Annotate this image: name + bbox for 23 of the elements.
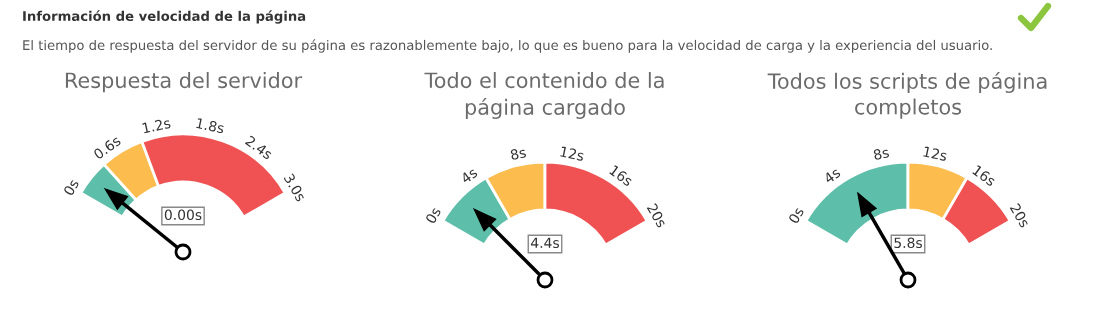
text: 4s <box>460 167 479 185</box>
text: 0s <box>424 206 442 225</box>
chart-title: Respuesta del servidor <box>65 72 303 93</box>
text: 5.8s <box>894 237 922 249</box>
text: 0.6s <box>92 134 122 160</box>
text: 8s <box>510 146 527 161</box>
text: 0s <box>787 206 805 225</box>
text: El tiempo de respuesta del servidor de su página es razonablemente bajo, lo que es bueno para la velocidad de carga y la experiencia del usuario. <box>23 39 992 53</box>
text: 4s <box>823 167 842 185</box>
text: 16s <box>609 164 634 187</box>
text: 12s <box>923 146 948 162</box>
chart-title: Todo el contenido de la página cargado <box>424 72 664 119</box>
text: 12s <box>560 146 585 162</box>
text: 1.2s <box>142 117 171 134</box>
text: 4.4s <box>531 237 559 249</box>
text: 2.4s <box>244 135 274 160</box>
text: 0.00s <box>164 209 202 221</box>
text: 1.8s <box>195 117 225 134</box>
text: 8s <box>873 146 890 161</box>
chart-title: Todos los scripts de página completos <box>767 72 1047 119</box>
text: Información de velocidad de la página <box>23 10 306 24</box>
text: 0s <box>62 178 80 197</box>
text: 16s <box>972 164 997 187</box>
